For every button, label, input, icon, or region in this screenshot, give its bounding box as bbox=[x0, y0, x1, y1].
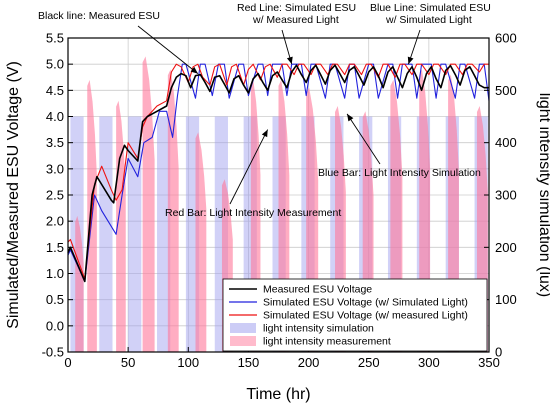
series-line-0 bbox=[67, 64, 489, 283]
x-axis-label: Time (hr) bbox=[246, 386, 310, 403]
x-tick-label: 300 bbox=[418, 355, 440, 370]
annotation-arrow-head bbox=[261, 129, 268, 138]
annotation-2-line2: w/ Simulated Light bbox=[385, 14, 472, 26]
annotation-arrow-head bbox=[407, 56, 414, 65]
light-meas-bar bbox=[142, 56, 155, 353]
x-tick-label: 350 bbox=[478, 355, 500, 370]
legend-box bbox=[222, 278, 488, 352]
legend-label-1: Simulated ESU Voltage (w/ Simulated Ligh… bbox=[263, 297, 468, 309]
annotation-3-line1: Blue Bar: Light Intensity Simulation bbox=[318, 167, 481, 179]
y2-tick-label: 500 bbox=[495, 83, 517, 98]
y-tick-label: 0.5 bbox=[46, 292, 64, 307]
x-tick-label: 250 bbox=[358, 355, 380, 370]
y-tick-label: 1.0 bbox=[46, 266, 64, 281]
y-tick-label: -0.5 bbox=[42, 345, 64, 360]
annotation-arrow-line bbox=[346, 113, 381, 165]
y2-tick-label: 200 bbox=[495, 240, 517, 255]
y-axis-label: Simulated/Measured ESU Voltage (V) bbox=[5, 61, 22, 329]
y-tick-label: 5.0 bbox=[46, 57, 64, 72]
y2-tick-label: 600 bbox=[495, 31, 517, 46]
annotation-1-line1: Red Line: Simulated ESU bbox=[237, 2, 356, 14]
x-tick-label: 0 bbox=[64, 355, 71, 370]
voltage-lines bbox=[67, 63, 490, 283]
y-tick-label: 2.0 bbox=[46, 214, 64, 229]
annotations: Black line: Measured ESU Red Line: Simula… bbox=[38, 2, 491, 219]
annotation-4-line1: Red Bar: Light Intensity Measurement bbox=[165, 207, 341, 219]
y-tick-label: 1.5 bbox=[46, 240, 64, 255]
legend-swatch-4 bbox=[230, 336, 256, 346]
y2-tick-label: 100 bbox=[495, 292, 517, 307]
legend-swatch-3 bbox=[230, 323, 256, 333]
y2-tick-label: 300 bbox=[495, 188, 517, 203]
y-tick-label: 2.5 bbox=[46, 188, 64, 203]
y-tick-label: 3.0 bbox=[46, 161, 64, 176]
y2-axis-label: light intensity simulation (lux) bbox=[536, 93, 550, 298]
light-meas-bar bbox=[75, 215, 84, 352]
y2-tick-label: 400 bbox=[495, 135, 517, 150]
light-sim-bar bbox=[99, 116, 113, 352]
x-tick-label: 200 bbox=[298, 355, 320, 370]
y-tick-label: 4.5 bbox=[46, 83, 64, 98]
annotation-arrow-line bbox=[229, 129, 269, 205]
annotation-2-line1: Blue Line: Simulated ESU bbox=[370, 2, 491, 14]
annotation-0-line1: Black line: Measured ESU bbox=[38, 10, 160, 22]
x-tick-label: 100 bbox=[177, 355, 199, 370]
y-tick-label: 3.5 bbox=[46, 135, 64, 150]
annotation-arrow-line bbox=[137, 25, 199, 74]
legend-label-4: light intensity measurement bbox=[263, 336, 391, 348]
light-sim-bar bbox=[157, 116, 171, 352]
legend-label-2: Simulated ESU Voltage (w/ measured Light… bbox=[263, 310, 468, 322]
y-tick-label: 5.5 bbox=[46, 31, 64, 46]
light-meas-bar bbox=[167, 69, 179, 353]
legend-label-0: Measured ESU Voltage bbox=[263, 284, 372, 296]
legend-label-3: light intensity simulation bbox=[263, 323, 374, 335]
light-meas-bar bbox=[195, 132, 207, 352]
y-tick-label: 0.0 bbox=[46, 318, 64, 333]
annotation-arrow-head bbox=[286, 56, 293, 65]
y-tick-label: 4.0 bbox=[46, 109, 64, 124]
annotation-arrow-head bbox=[347, 113, 354, 122]
axis-ticks: 0 50 100 150 200 250 300 350 -0.5 0.0 0.5 1.0 1.5 2.0… bbox=[42, 31, 517, 371]
y2-tick-label: 0 bbox=[495, 345, 502, 360]
annotation-1-line2: w/ Measured Light bbox=[252, 14, 339, 26]
x-tick-label: 50 bbox=[121, 355, 135, 370]
series-line-2 bbox=[67, 63, 489, 280]
x-tick-label: 150 bbox=[238, 355, 260, 370]
annotation-arrow-head bbox=[190, 66, 198, 74]
